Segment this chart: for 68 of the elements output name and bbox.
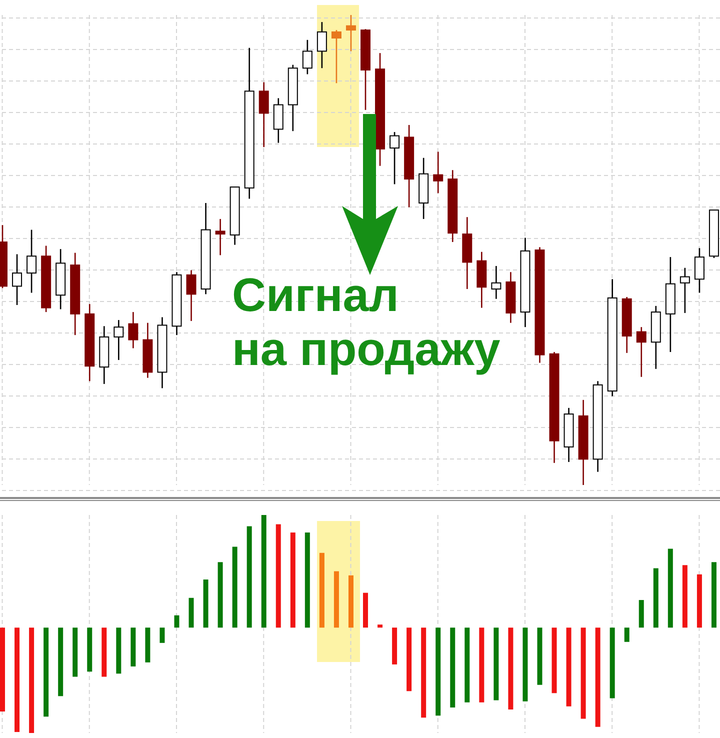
candlestick	[26, 229, 37, 294]
bar	[58, 628, 64, 696]
bar	[246, 526, 252, 628]
bar	[145, 628, 150, 662]
bar	[0, 628, 5, 712]
bar	[334, 571, 339, 628]
bar	[116, 628, 122, 674]
bar	[436, 628, 441, 716]
candlestick	[186, 270, 196, 322]
candlestick	[316, 21, 327, 69]
bar	[682, 565, 688, 628]
candlestick	[258, 82, 269, 148]
candlestick	[12, 254, 22, 306]
bar	[464, 628, 470, 702]
bar	[624, 628, 630, 642]
bar	[130, 628, 136, 666]
candlestick	[346, 15, 356, 52]
bar	[696, 574, 702, 628]
bar	[668, 548, 673, 628]
bar	[174, 615, 180, 628]
bar	[160, 628, 165, 643]
bar	[494, 628, 499, 700]
candlestick	[331, 29, 342, 84]
bar	[537, 628, 542, 685]
bar	[14, 628, 20, 732]
bar	[319, 552, 324, 628]
bar	[87, 628, 92, 672]
bar	[188, 598, 194, 628]
bar	[72, 628, 78, 677]
bar	[276, 524, 281, 628]
bar	[508, 628, 514, 710]
candlestick	[128, 311, 138, 349]
bar	[421, 628, 426, 718]
bar	[552, 628, 557, 694]
bar	[406, 628, 412, 692]
candlestick	[390, 131, 400, 185]
annotation: Сигнал на продажу	[232, 268, 502, 376]
candlestick	[491, 265, 502, 300]
bar	[232, 546, 238, 628]
bar	[566, 628, 572, 706]
candlestick	[680, 267, 690, 314]
bar	[392, 628, 398, 664]
bar	[638, 600, 644, 628]
bar	[653, 568, 658, 628]
candlestick	[433, 151, 444, 194]
candlestick	[215, 218, 226, 256]
candlestick	[302, 39, 312, 75]
bar	[304, 532, 310, 628]
bar	[348, 575, 354, 628]
candlestick	[694, 247, 704, 294]
bar	[595, 628, 600, 727]
candlestick	[636, 326, 646, 378]
bar	[102, 628, 107, 677]
bar	[450, 628, 456, 708]
bar	[44, 628, 49, 717]
bar	[479, 628, 484, 702]
bar	[711, 562, 716, 628]
bar	[290, 532, 296, 628]
bar	[363, 592, 368, 628]
bar	[29, 628, 34, 733]
bar	[218, 562, 223, 628]
bar	[261, 515, 266, 628]
bar	[580, 628, 586, 719]
bar	[203, 580, 208, 628]
bar	[522, 628, 528, 702]
candlestick	[114, 319, 124, 361]
bar	[610, 628, 615, 698]
bar	[378, 624, 383, 628]
